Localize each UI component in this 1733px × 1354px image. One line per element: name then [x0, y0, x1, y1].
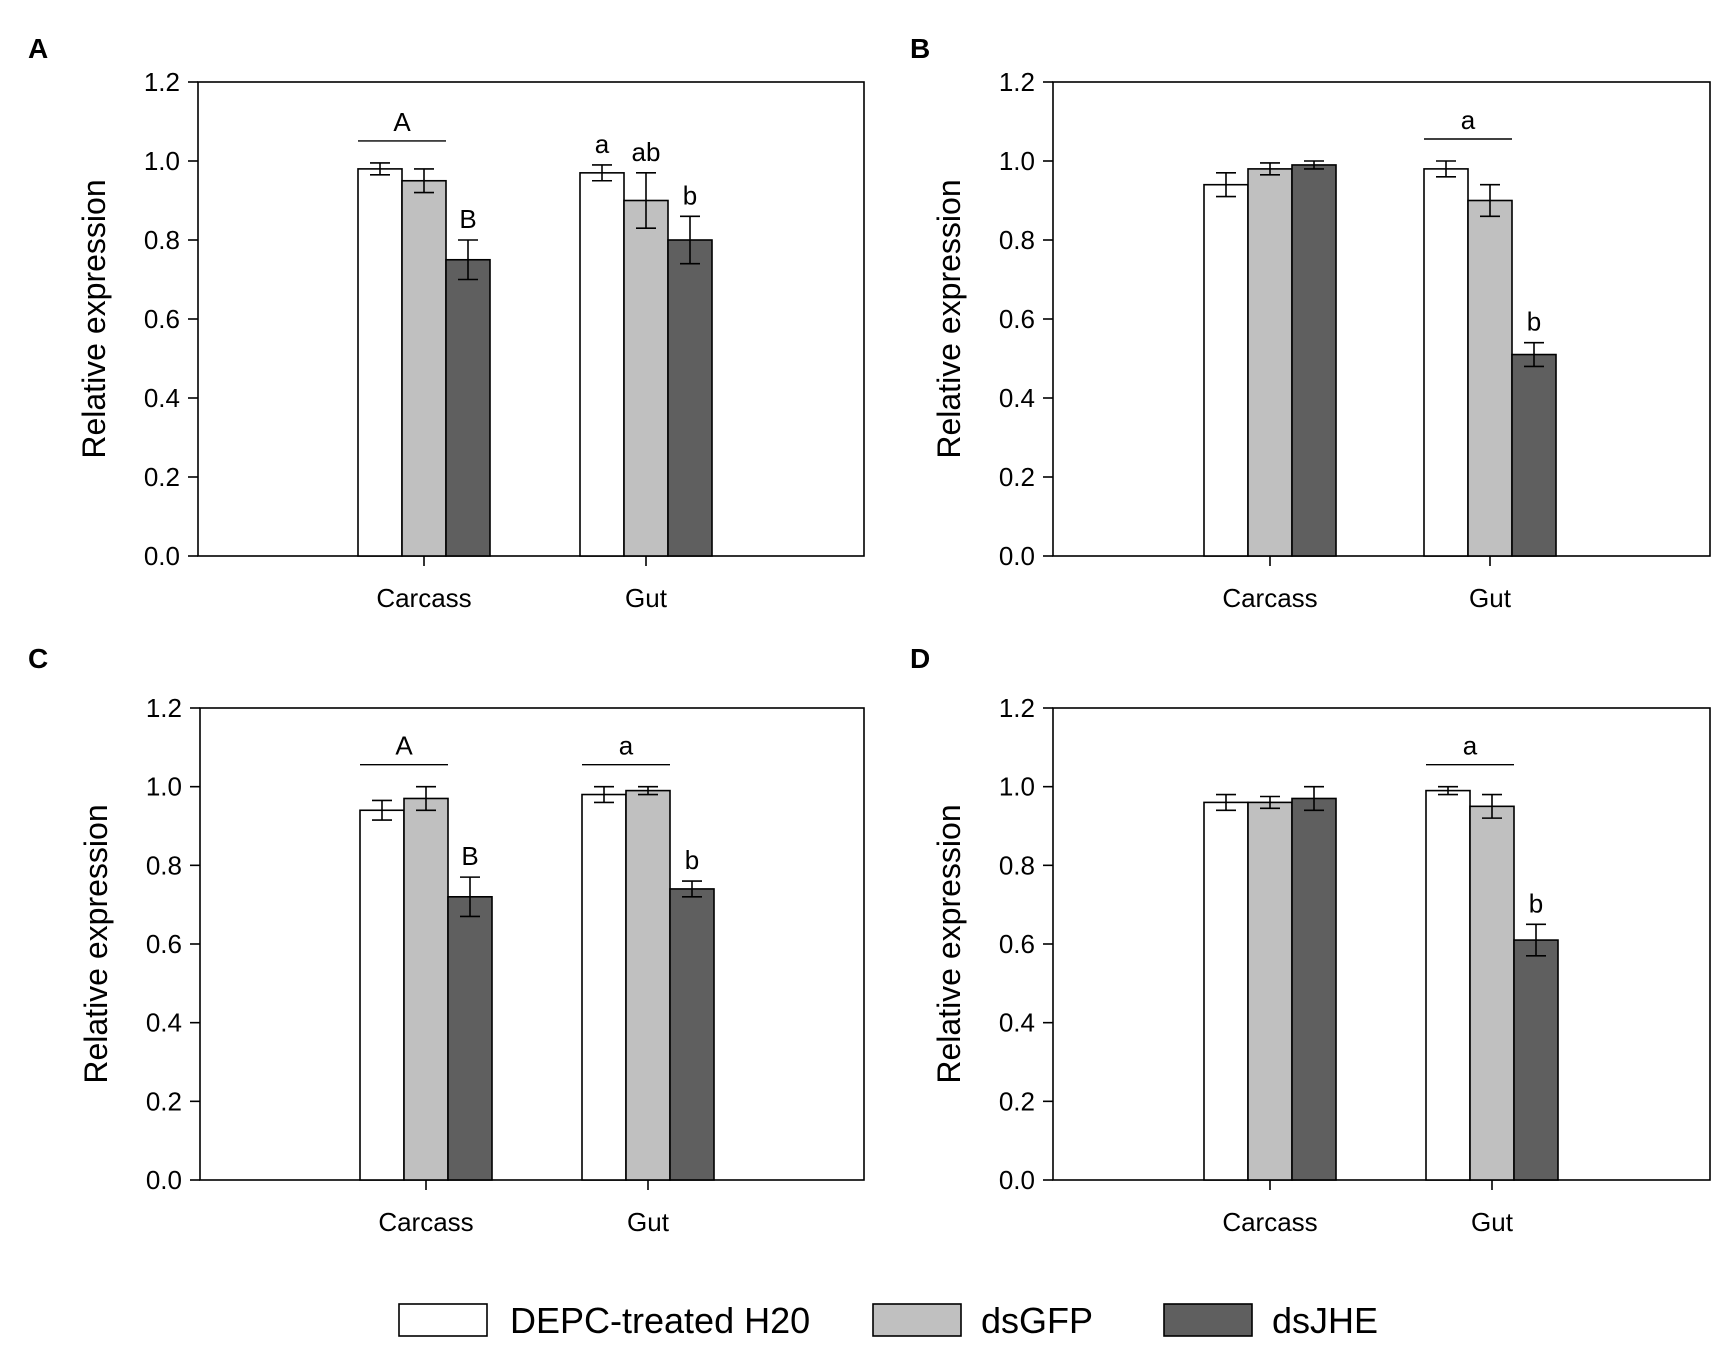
bar	[445, 258, 491, 557]
y-tick-label: 1.2	[999, 693, 1035, 723]
y-tick-label: 1.2	[999, 67, 1035, 97]
y-tick-label: 0.8	[144, 225, 180, 255]
bar	[579, 172, 625, 557]
x-tick-label: Carcass	[1222, 583, 1317, 613]
y-tick-label: 0.2	[999, 1086, 1035, 1116]
y-tick-label: 0.0	[146, 1165, 182, 1195]
y-tick-label: 1.0	[144, 146, 180, 176]
bar	[1423, 168, 1469, 557]
y-tick-label: 0.8	[999, 850, 1035, 880]
bar	[357, 168, 403, 557]
y-tick-label: 0.4	[146, 1008, 182, 1038]
y-tick-label: 1.0	[999, 146, 1035, 176]
y-tick-label: 0.2	[144, 462, 180, 492]
y-tick-label: 0.4	[144, 383, 180, 413]
significance-label: b	[1529, 888, 1543, 918]
significance-label: ab	[632, 137, 661, 167]
panel-d: D 0.0 0.2 0.4 0.6 0.8 1.0 1.2 Relative expressio…	[910, 643, 1711, 1237]
y-tick-label: 0.0	[999, 1165, 1035, 1195]
significance-label: a	[619, 731, 634, 761]
bar	[1511, 353, 1557, 557]
y-tick-label: 0.4	[999, 1008, 1035, 1038]
panel-letter: D	[910, 643, 930, 674]
x-tick-label: Gut	[1471, 1207, 1514, 1237]
panel-letter: A	[28, 33, 48, 64]
bar	[447, 895, 493, 1181]
x-tick-label: Gut	[625, 583, 668, 613]
panel-b: B 0.0 0.2 0.4 0.6 0.8 1.0 1.2 Relative expressio…	[910, 33, 1711, 613]
x-tick-label: Carcass	[376, 583, 471, 613]
y-axis-title: Relative expression	[78, 804, 114, 1083]
plot-frame	[1052, 81, 1711, 557]
legend: DEPC-treated H20 dsGFP dsJHE	[398, 1300, 1378, 1341]
bar	[1467, 199, 1513, 557]
bar	[359, 809, 405, 1181]
y-tick-label: 0.2	[146, 1086, 182, 1116]
y-tick-label: 1.0	[146, 772, 182, 802]
legend-label: DEPC-treated H20	[510, 1300, 810, 1341]
bar	[625, 789, 671, 1181]
y-tick-label: 1.2	[144, 67, 180, 97]
x-tick-label: Gut	[1469, 583, 1512, 613]
y-tick-label: 0.0	[144, 541, 180, 571]
significance-label: b	[685, 845, 699, 875]
y-axis-title: Relative expression	[931, 804, 967, 1083]
bar	[1291, 797, 1337, 1181]
bar	[403, 797, 449, 1181]
legend-label: dsJHE	[1272, 1300, 1378, 1341]
legend-swatch	[872, 1303, 962, 1337]
significance-label: A	[395, 731, 413, 761]
bar	[1247, 168, 1293, 557]
bar	[1469, 805, 1515, 1181]
y-tick-label: 0.8	[999, 225, 1035, 255]
y-tick-label: 0.6	[999, 929, 1035, 959]
y-tick-label: 0.6	[999, 304, 1035, 334]
plot-frame	[199, 707, 865, 1181]
significance-label: b	[683, 180, 697, 210]
panel-c: C 0.0 0.2 0.4 0.6 0.8 1.0 1.2 Relative expressio…	[28, 643, 865, 1237]
panel-letter: B	[910, 33, 930, 64]
bar	[1425, 789, 1471, 1181]
x-tick-label: Gut	[627, 1207, 670, 1237]
bar	[1203, 183, 1249, 557]
significance-label: a	[1461, 105, 1476, 135]
bar	[623, 199, 669, 557]
x-tick-label: Carcass	[378, 1207, 473, 1237]
bar	[1513, 939, 1559, 1181]
legend-swatch	[1163, 1303, 1253, 1337]
y-axis-title: Relative expression	[76, 179, 112, 458]
bar	[667, 239, 713, 557]
y-axis-title: Relative expression	[931, 179, 967, 458]
bar	[1247, 801, 1293, 1181]
y-tick-label: 0.6	[146, 929, 182, 959]
bar	[401, 179, 447, 557]
y-tick-label: 0.0	[999, 541, 1035, 571]
legend-label: dsGFP	[981, 1300, 1093, 1341]
y-tick-label: 1.2	[146, 693, 182, 723]
bar	[669, 888, 715, 1181]
y-tick-label: 0.8	[146, 850, 182, 880]
panel-a: A 0.0 0.2 0.4 0.6 0.8 1.0 1.2 Relative expressio…	[28, 33, 865, 613]
bar	[581, 793, 627, 1181]
significance-label: B	[459, 204, 476, 234]
plot-frame	[1052, 707, 1711, 1181]
significance-label: a	[1463, 731, 1478, 761]
y-tick-label: 0.2	[999, 462, 1035, 492]
bar	[1291, 164, 1337, 557]
y-tick-label: 0.4	[999, 383, 1035, 413]
significance-label: B	[461, 841, 478, 871]
legend-swatch	[398, 1303, 488, 1337]
significance-label: b	[1527, 307, 1541, 337]
significance-label: A	[393, 107, 411, 137]
panel-letter: C	[28, 643, 48, 674]
x-tick-label: Carcass	[1222, 1207, 1317, 1237]
significance-label: a	[595, 129, 610, 159]
y-tick-label: 1.0	[999, 772, 1035, 802]
bar	[1203, 801, 1249, 1181]
y-tick-label: 0.6	[144, 304, 180, 334]
plot-frame	[197, 81, 865, 557]
